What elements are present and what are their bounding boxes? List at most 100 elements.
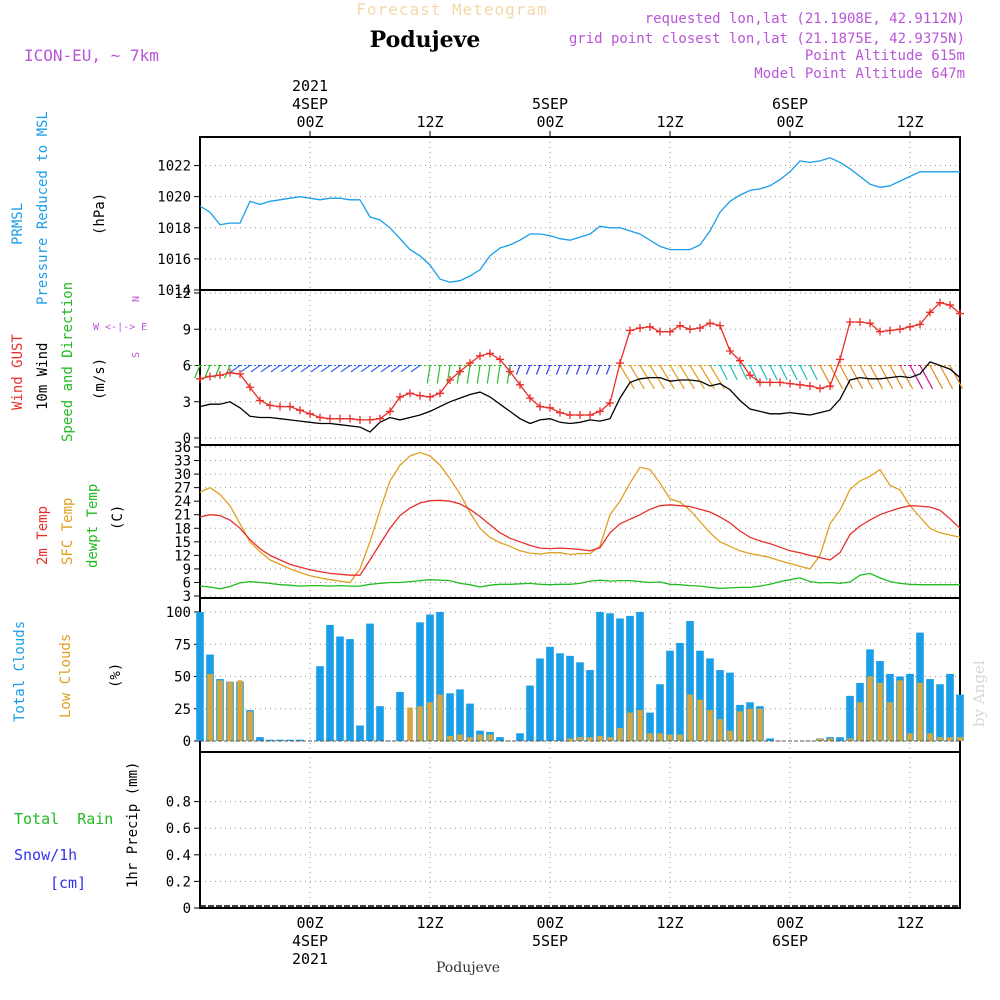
total-cloud-bar — [556, 653, 564, 741]
time-label-bottom: 00Z — [296, 914, 323, 932]
time-label-bottom: 5SEP — [532, 932, 568, 950]
wind-arrow — [496, 365, 501, 384]
low-clouds-label: Low Clouds — [58, 634, 74, 718]
total-cloud-bar — [666, 650, 674, 741]
total-cloud-bar — [656, 684, 664, 741]
grid-point-coords: grid point closest lon,lat (21.1875E, 42… — [569, 31, 965, 47]
temp-dewpt-label: dewpt Temp — [85, 484, 101, 568]
y-tick-label: 25 — [174, 702, 191, 718]
y-tick-label: 1022 — [157, 159, 191, 175]
total-cloud-bar — [516, 733, 524, 741]
temp-2m-line — [199, 499, 961, 576]
total-cloud-bar — [646, 712, 654, 741]
y-tick-label: 1014 — [157, 283, 191, 299]
gust-marker — [946, 301, 954, 310]
time-label-bottom: 00Z — [536, 914, 563, 932]
gust-marker — [506, 367, 514, 376]
location-title: Podujeve — [370, 27, 481, 53]
total-cloud-bar — [706, 658, 714, 741]
low-cloud-bar — [447, 735, 453, 741]
low-cloud-bar — [607, 737, 613, 741]
wind-arrow — [410, 365, 421, 373]
total-cloud-bar — [606, 613, 614, 741]
precip-unit-label: 1hr Precip (mm) — [125, 762, 141, 888]
wind-arrow — [260, 365, 271, 373]
wind-arrow — [789, 365, 798, 381]
panel-frame — [199, 136, 961, 291]
time-label-top: 6SEP — [772, 95, 808, 113]
total-cloud-bar — [496, 737, 504, 741]
low-cloud-bar — [717, 719, 723, 741]
gust-marker — [896, 325, 904, 334]
y-tick-label: 0 — [183, 734, 191, 750]
plot-layer: 1014101610181020102203691236912151821242… — [157, 77, 964, 968]
total-cloud-bar — [326, 624, 334, 741]
wind-arrow — [525, 365, 531, 375]
panel-frame — [199, 444, 961, 599]
total-cloud-bar — [536, 658, 544, 741]
gust-marker — [596, 407, 604, 416]
low-cloud-bar — [827, 738, 833, 741]
prmsl-label: PRMSL — [10, 203, 26, 245]
gust-marker — [426, 392, 434, 401]
low-cloud-bar — [707, 710, 713, 741]
wind-arrow — [400, 365, 411, 373]
time-label-top: 4SEP — [292, 95, 328, 113]
low-cloud-bar — [957, 737, 963, 741]
wind-gust-label: Wind GUST — [10, 334, 26, 410]
wind-arrow — [380, 365, 391, 373]
wind-arrow — [629, 365, 645, 390]
gust-marker — [766, 378, 774, 387]
y-tick-label: 0.8 — [166, 795, 191, 811]
y-tick-label: 12 — [174, 286, 191, 302]
celsius-unit-label: (C) — [110, 505, 126, 530]
total-clouds-label: Total Clouds — [12, 621, 28, 722]
time-label-bottom: 6SEP — [772, 932, 808, 950]
wind-arrow — [679, 365, 695, 390]
credit-watermark: by Angel — [970, 660, 988, 727]
wind-arrow — [466, 365, 471, 384]
low-cloud-bar — [867, 676, 873, 741]
wind-10m-label: 10m Wind — [35, 343, 51, 410]
y-tick-label: 0.2 — [166, 874, 191, 890]
wind-arrow — [939, 365, 954, 390]
total-cloud-bar — [436, 612, 444, 741]
y-tick-label: 0 — [183, 431, 191, 447]
total-cloud-bar — [286, 739, 294, 741]
total-cloud-bar — [416, 622, 424, 741]
requested-coords: requested lon,lat (21.1908E, 42.9112N) — [645, 11, 965, 27]
gust-marker — [556, 408, 564, 417]
wind-arrow — [436, 365, 441, 384]
total-cloud-bar — [356, 725, 364, 741]
wind-arrow — [300, 365, 311, 373]
y-tick-label: 0 — [183, 901, 191, 917]
gust-marker — [276, 402, 284, 411]
low-cloud-bar — [567, 738, 573, 741]
wind-arrow — [829, 365, 844, 390]
total-cloud-bar — [576, 662, 584, 741]
y-tick-label: 18 — [174, 521, 191, 537]
low-cloud-bar — [697, 699, 703, 741]
gust-marker — [736, 356, 744, 365]
gust-marker — [846, 318, 854, 326]
wind-arrow — [194, 365, 201, 379]
time-label-top: 12Z — [896, 113, 923, 131]
low-cloud-bar — [457, 734, 463, 741]
wind-arrow — [330, 365, 341, 373]
gust-marker — [916, 320, 924, 329]
sfc-temp-line — [199, 451, 961, 584]
y-tick-label: 33 — [174, 454, 191, 470]
total-cloud-bar — [626, 615, 634, 741]
low-cloud-bar — [247, 711, 253, 741]
point-altitude: Point Altitude 615m — [805, 48, 965, 64]
gust-marker — [286, 402, 294, 411]
time-label-top: 12Z — [656, 113, 683, 131]
gust-marker — [806, 382, 814, 391]
total-cloud-bar — [596, 612, 604, 741]
low-cloud-bar — [847, 738, 853, 741]
low-cloud-bar — [437, 694, 443, 741]
low-cloud-bar — [737, 711, 743, 741]
wind-arrow — [280, 365, 291, 373]
wind-arrow — [476, 365, 481, 384]
low-cloud-bar — [687, 694, 693, 741]
